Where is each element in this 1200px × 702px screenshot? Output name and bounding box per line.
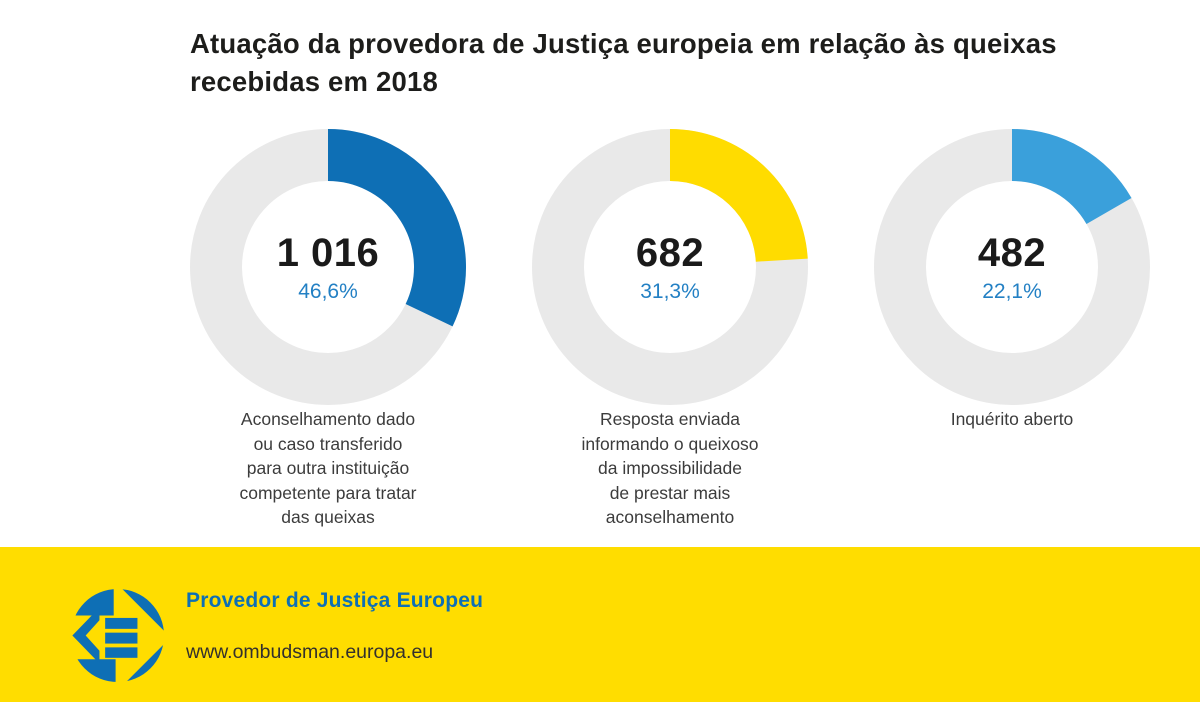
donut-arc-segment — [669, 129, 808, 263]
donut-ring-svg — [532, 129, 808, 405]
donut-center-labels: 1 016 46,6% — [190, 129, 466, 405]
donut-arc-segment — [327, 129, 466, 327]
logo-bottom-right-wedge — [122, 640, 165, 683]
donut-value: 482 — [977, 230, 1047, 275]
donut-chart-advice-given: 1 016 46,6% — [190, 129, 466, 405]
logo-left-chevron — [72, 607, 100, 664]
donut-ring-svg — [874, 129, 1150, 405]
footer-band: Provedor de Justiça Europeu www.ombudsma… — [0, 547, 1200, 702]
donut-caption-inquiry-opened: Inquérito aberto — [950, 409, 1074, 429]
donut-value: 1 016 — [276, 230, 380, 275]
donut-center-labels: 482 22,1% — [874, 129, 1150, 405]
donut-caption-advice-given: Aconselhamento dado ou caso transferido … — [239, 409, 417, 527]
donut-center-labels: 682 31,3% — [532, 129, 808, 405]
donut-percent: 31,3% — [640, 279, 700, 303]
logo-e-bar-bottom — [105, 647, 138, 658]
logo-bottom-left-segment — [70, 659, 116, 683]
donut-chart-inquiry-opened: 482 22,1% — [874, 129, 1150, 405]
donut-percent: 22,1% — [982, 279, 1042, 303]
donut-ring-svg — [190, 129, 466, 405]
donut-value: 682 — [635, 230, 705, 275]
logo-top-left-segment — [70, 588, 114, 616]
logo-e-bar-middle — [105, 632, 138, 644]
logo-e-bar-top — [105, 617, 138, 629]
european-ombudsman-logo-icon — [70, 588, 165, 683]
donut-caption-reply-sent: Resposta enviada informando o queixoso d… — [581, 409, 759, 527]
footer-org-name: Provedor de Justiça Europeu — [186, 589, 484, 612]
donut-percent: 46,6% — [298, 279, 358, 303]
donut-chart-reply-sent: 682 31,3% — [532, 129, 808, 405]
donut-arc-segment — [1011, 129, 1132, 225]
footer-website-url: www.ombudsman.europa.eu — [186, 641, 434, 663]
page-title: Atuação da provedora de Justiça europeia… — [190, 28, 1057, 97]
